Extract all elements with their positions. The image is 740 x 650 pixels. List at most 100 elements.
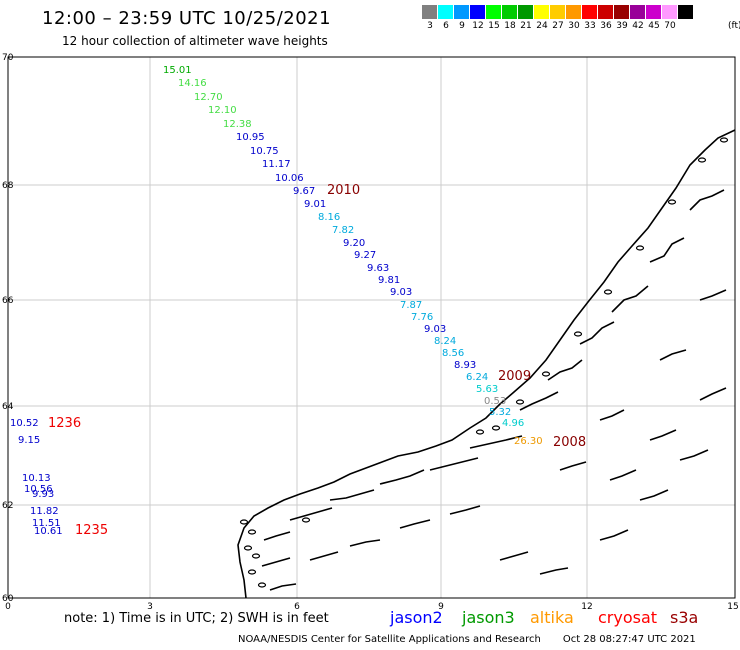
color-scale-label: 3 [427, 21, 433, 31]
lake-outline [689, 189, 725, 211]
lake-outline [579, 321, 615, 345]
legend-item: jason3 [462, 608, 515, 627]
lake-outline [547, 359, 583, 381]
wave-height-label: 7.87 [400, 300, 422, 311]
color-scale-label: 21 [520, 21, 532, 31]
wave-height-label: 8.56 [442, 348, 464, 359]
color-scale-label: 15 [488, 21, 500, 31]
lon-tick-label: 9 [438, 602, 444, 612]
lake-outline [269, 583, 297, 591]
wave-height-label: 9.63 [367, 263, 389, 274]
color-swatch [518, 5, 534, 19]
island-outline [475, 429, 485, 435]
timestamp: Oct 28 08:27:47 UTC 2021 [562, 634, 696, 645]
color-scale-label: 30 [568, 21, 580, 31]
wave-height-label: 10.75 [250, 146, 279, 157]
lake-outline [599, 529, 629, 541]
island-outline [515, 399, 525, 405]
page-subtitle: 12 hour collection of altimeter wave hei… [62, 34, 328, 48]
lake-outline [609, 469, 637, 481]
pass-id-label: 2009 [498, 369, 531, 384]
wave-height-label: 0.53 [484, 396, 506, 407]
wave-height-label: 12.38 [223, 119, 252, 130]
color-scale-label: 9 [459, 21, 465, 31]
color-scale-label: 27 [552, 21, 564, 31]
color-swatch [646, 5, 662, 19]
color-swatch [534, 5, 550, 19]
lake-outline [659, 349, 687, 361]
wave-height-label: 14.16 [178, 78, 207, 89]
wave-height-label: 9.03 [424, 324, 446, 335]
wave-height-label: 10.61 [34, 526, 63, 537]
wave-height-label: 9.15 [18, 435, 40, 446]
wave-height-label: 9.67 [293, 186, 315, 197]
lake-outline [449, 505, 481, 515]
color-scale-label: 18 [504, 21, 516, 31]
lake-outline [649, 237, 685, 263]
coastline [237, 129, 736, 599]
pass-id-label: 2010 [327, 183, 360, 198]
wave-height-label: 9.20 [343, 238, 365, 249]
color-swatch [630, 5, 646, 19]
wave-height-label: 9.81 [378, 275, 400, 286]
island-outline [247, 529, 257, 535]
lake-outline [599, 409, 625, 421]
pass-id-label: 2008 [553, 435, 586, 450]
wave-height-label: 11.51 [32, 518, 61, 529]
color-scale-label: 36 [600, 21, 612, 31]
wave-height-label: 5.63 [476, 384, 498, 395]
island-outline [491, 425, 501, 431]
color-scale-label: 42 [632, 21, 644, 31]
pass-id-label: 1236 [48, 416, 81, 431]
lat-tick-label: 64 [2, 402, 14, 412]
wave-height-label: 8.16 [318, 212, 340, 223]
lon-tick-label: 15 [727, 602, 738, 612]
lake-outline [639, 489, 669, 501]
lake-outline [379, 469, 425, 485]
wave-height-label: 9.01 [304, 199, 326, 210]
lon-tick-label: 0 [5, 602, 11, 612]
wave-height-label: 10.56 [24, 484, 53, 495]
island-outline [257, 582, 267, 588]
lat-tick-label: 60 [2, 594, 14, 604]
color-swatch [502, 5, 518, 19]
wave-height-label: 7.82 [332, 225, 354, 236]
legend-item: altika [530, 608, 574, 627]
lake-outline [309, 551, 339, 561]
island-outline [573, 331, 583, 337]
color-swatch [566, 5, 582, 19]
lake-outline [699, 289, 727, 301]
lake-outline [429, 457, 479, 471]
lake-outline [289, 507, 333, 521]
credit-line: NOAA/NESDIS Center for Satellite Applica… [238, 634, 696, 645]
pass-id-label: 1235 [75, 523, 108, 538]
wave-height-label: 12.10 [208, 105, 237, 116]
lake-outline [399, 519, 431, 529]
color-swatch [598, 5, 614, 19]
color-scale-label: 33 [584, 21, 596, 31]
wave-height-label: 26.30 [514, 436, 543, 447]
wave-height-label: 12.70 [194, 92, 223, 103]
wave-height-label: 9.27 [354, 250, 376, 261]
lat-tick-label: 66 [2, 296, 14, 306]
lake-outline [559, 461, 587, 471]
color-swatch [662, 5, 678, 19]
footnote: note: 1) Time is in UTC; 2) SWH is in fe… [64, 611, 329, 626]
wave-height-label: 8.24 [434, 336, 456, 347]
lake-outline [349, 539, 381, 547]
lat-tick-label: 68 [2, 181, 14, 191]
island-outline [603, 289, 613, 295]
island-outline [719, 137, 729, 143]
lat-tick-label: 62 [2, 501, 13, 511]
credit-text: NOAA/NESDIS Center for Satellite Applica… [238, 634, 541, 645]
island-outline [697, 157, 707, 163]
island-outline [667, 199, 677, 205]
wave-height-label: 8.93 [454, 360, 476, 371]
color-swatch [438, 5, 454, 19]
wave-height-label: 9.03 [390, 287, 412, 298]
island-outline [251, 553, 261, 559]
page-title: 12:00 – 23:59 UTC 10/25/2021 [42, 8, 332, 29]
color-swatch [486, 5, 502, 19]
wave-height-label: 10.52 [10, 418, 39, 429]
lake-outline [539, 567, 569, 575]
